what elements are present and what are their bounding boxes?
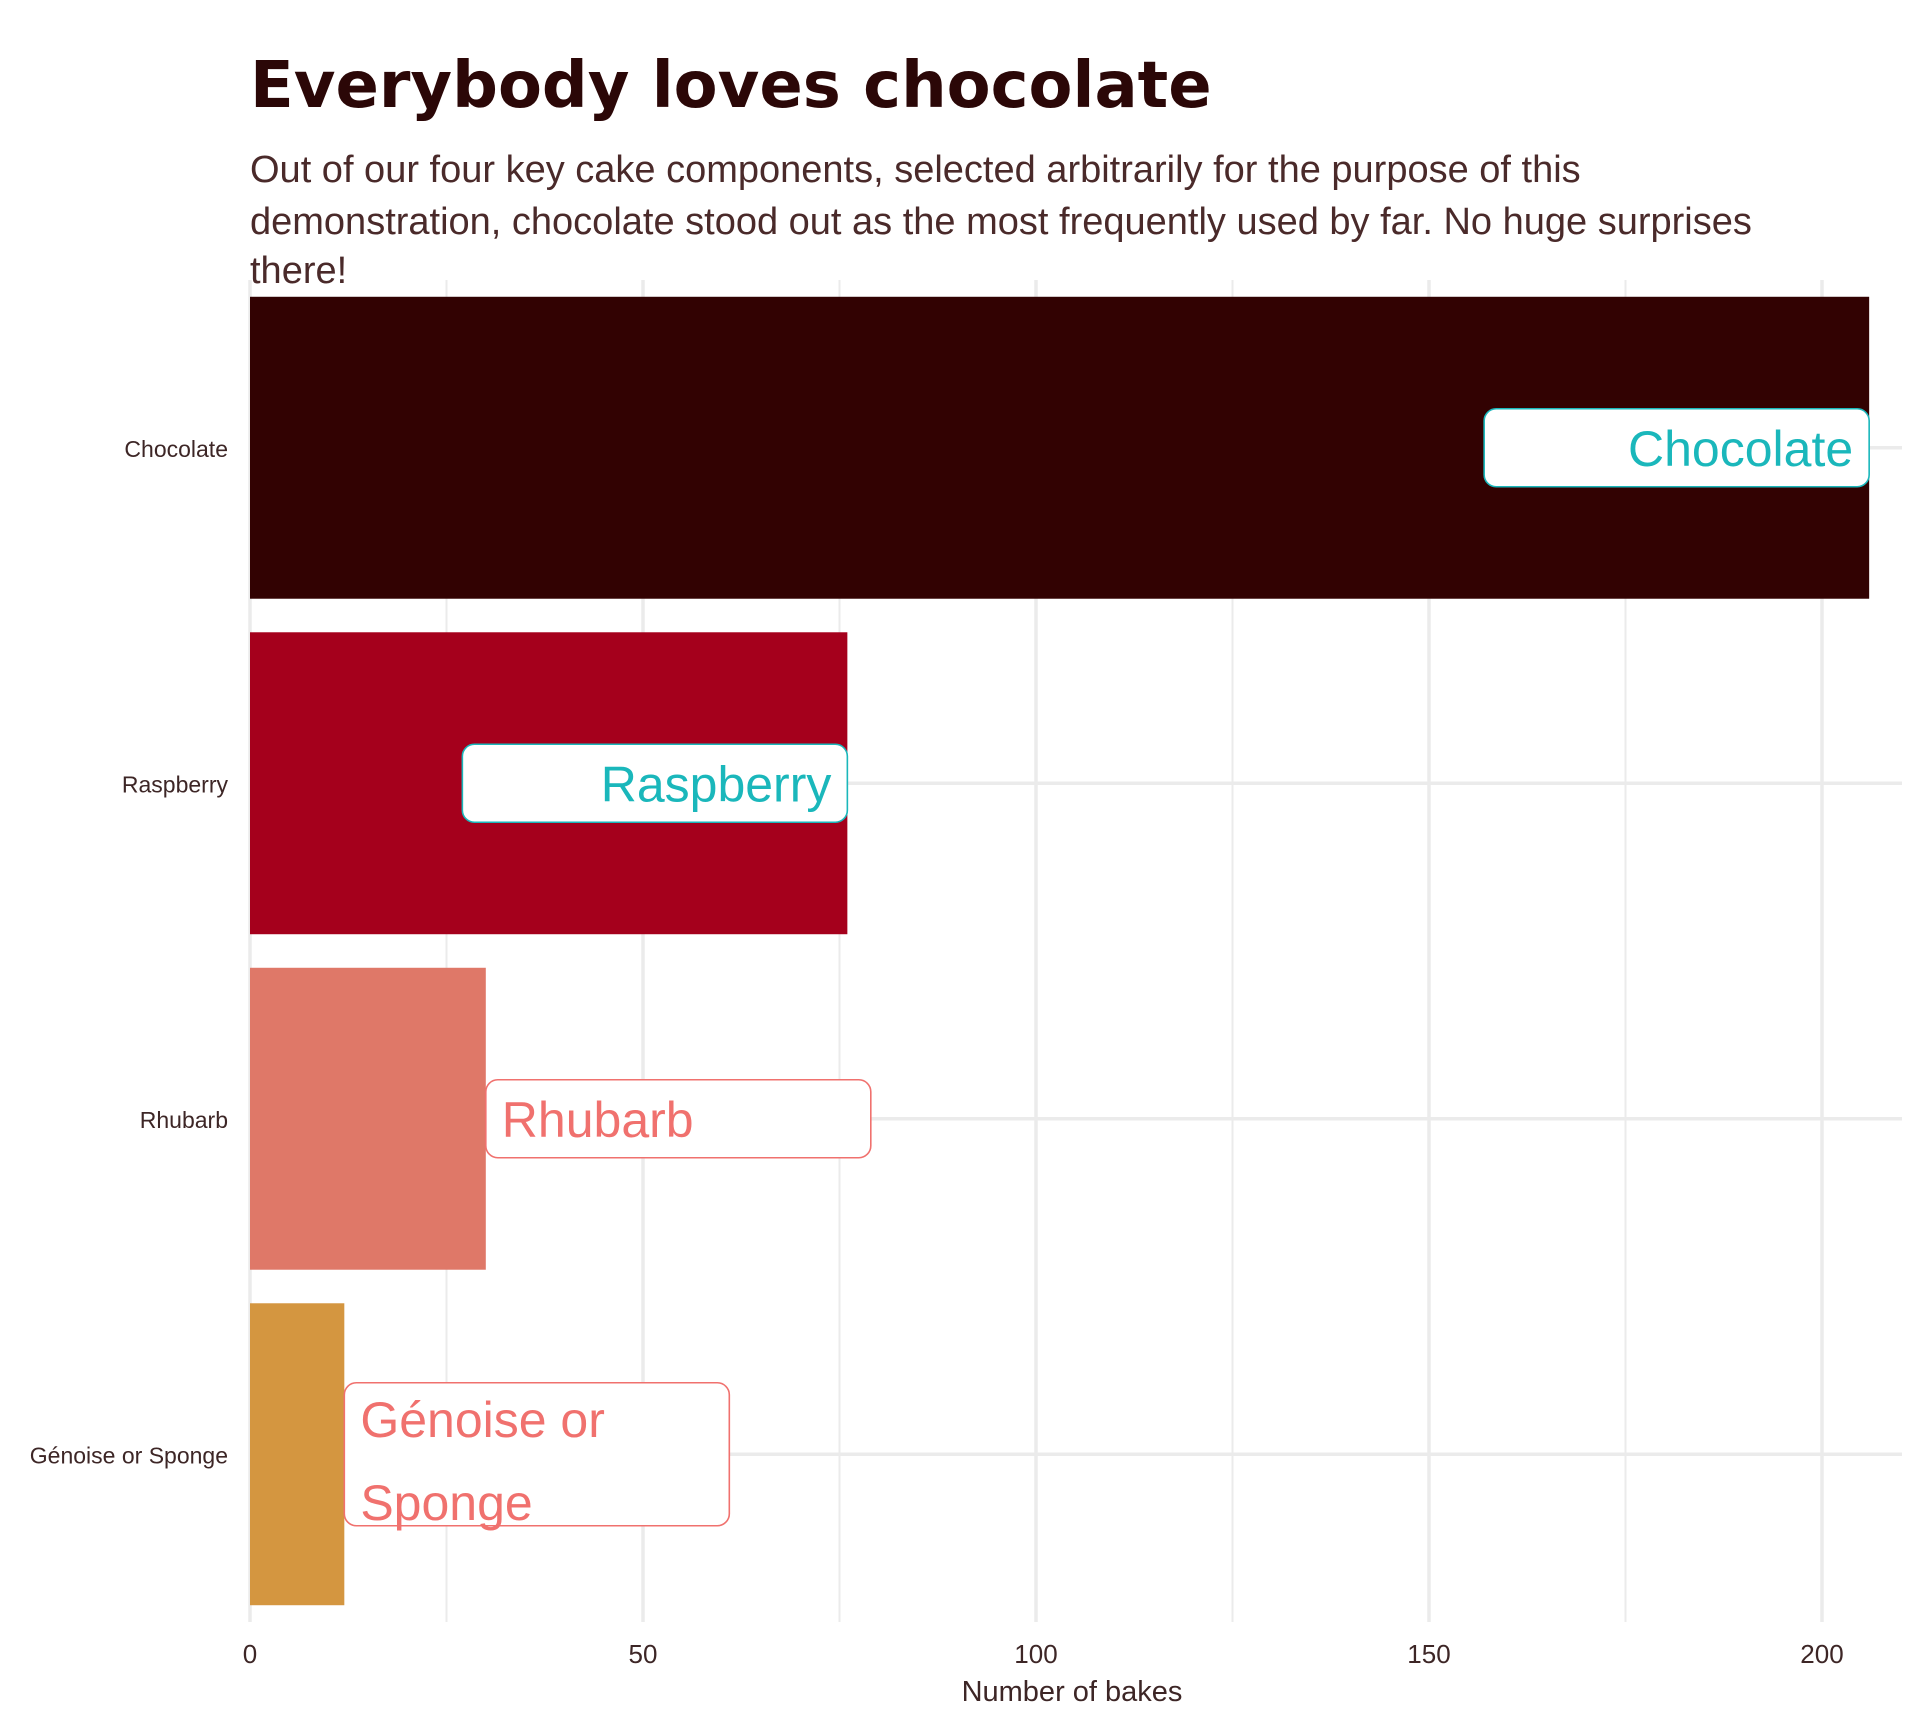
bar-label-text: Raspberry [601, 756, 832, 812]
bar-label-text: Chocolate [1628, 421, 1853, 477]
bar-label-box [343, 1381, 731, 1527]
chart-subtitle-line-2: demonstration, chocolate stood out as th… [250, 201, 1752, 243]
y-tick-label: Chocolate [124, 436, 228, 462]
x-axis-tick-labels: 0 50 100 150 200 [243, 1639, 1844, 1669]
y-tick-label: Génoise or Sponge [30, 1442, 228, 1468]
bar-label-text: Rhubarb [502, 1092, 694, 1148]
y-axis-tick-labels: Chocolate Raspberry Rhubarb Génoise or Spon… [30, 436, 229, 1469]
chart-subtitle-line-3: there! [250, 250, 347, 292]
bar [250, 1303, 345, 1606]
chart-title: Everybody loves chocolate [250, 49, 1212, 123]
x-tick-label: 50 [629, 1639, 658, 1669]
x-axis-title: Number of bakes [962, 1676, 1183, 1708]
x-tick-label: 200 [1800, 1639, 1843, 1669]
y-tick-label: Raspberry [122, 771, 229, 797]
bar-label-box [484, 1078, 872, 1159]
x-tick-label: 150 [1407, 1639, 1450, 1669]
bar-label-box [1483, 407, 1870, 488]
chart-subtitle-line-1: Out of our four key cake components, sel… [250, 149, 1581, 191]
bar-label-box [461, 743, 849, 824]
x-tick-label: 100 [1014, 1639, 1057, 1669]
bar-label-text: Sponge [360, 1475, 532, 1531]
y-tick-label: Rhubarb [140, 1107, 228, 1133]
annotation-layer: Chocolate Raspberry Rhubarb Génoise or Spong… [343, 407, 1870, 1531]
bar-label-text: Génoise or [360, 1392, 605, 1448]
bar [250, 967, 486, 1270]
x-tick-label: 0 [243, 1639, 257, 1669]
